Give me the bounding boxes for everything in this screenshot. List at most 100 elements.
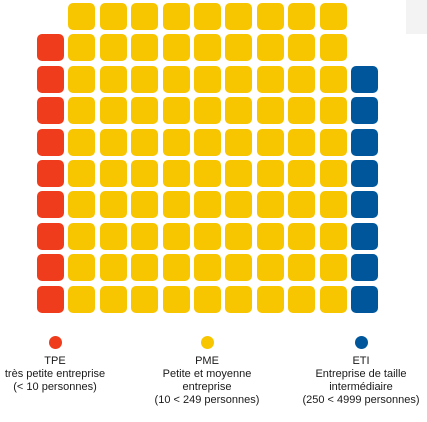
cell-pme xyxy=(288,254,316,282)
cell-tpe xyxy=(37,128,64,156)
legend-pme: PME Petite et moyenne entreprise (10 < 2… xyxy=(144,336,270,407)
pme-description: Petite et moyenne entreprise (10 < 249 p… xyxy=(154,368,260,406)
cell-pme xyxy=(225,191,253,219)
pme-dot xyxy=(200,336,214,349)
cell-pme xyxy=(162,97,190,125)
cell-pme xyxy=(288,160,316,187)
cell-pme xyxy=(319,3,347,30)
cell-pme xyxy=(131,3,159,30)
cell-eti xyxy=(351,97,378,125)
cell-pme xyxy=(288,34,316,62)
cell-pme xyxy=(162,3,190,30)
cell-pme xyxy=(319,222,347,250)
cell-tpe xyxy=(37,160,64,187)
cell-eti xyxy=(351,191,378,219)
cell-tpe xyxy=(37,97,64,125)
cell-pme xyxy=(68,3,96,30)
cell-pme xyxy=(319,160,347,187)
cell-pme xyxy=(225,285,253,313)
cell-pme xyxy=(225,160,253,187)
cell-pme xyxy=(194,285,221,313)
cell-pme xyxy=(131,65,159,93)
cell-pme xyxy=(162,191,190,219)
cell-pme xyxy=(225,65,253,93)
cell-pme xyxy=(225,97,253,125)
tpe-description: très petite entreprise (< 10 personnes) xyxy=(4,368,106,393)
eti-dot xyxy=(354,336,368,349)
cell-tpe xyxy=(37,285,64,313)
cell-pme xyxy=(68,65,96,93)
cell-pme xyxy=(99,222,127,250)
cell-pme xyxy=(319,65,347,93)
cell-pme xyxy=(99,3,127,30)
waffle-grid xyxy=(37,3,378,313)
cell-pme xyxy=(319,97,347,125)
pme-abbr: PME xyxy=(195,355,219,367)
cell-pme xyxy=(131,191,159,219)
cell-pme xyxy=(288,222,316,250)
cell-pme xyxy=(99,34,127,62)
cell-pme xyxy=(68,160,96,187)
cell-pme xyxy=(131,254,159,282)
cell-pme xyxy=(319,191,347,219)
cell-pme xyxy=(194,191,221,219)
cell-tpe xyxy=(37,191,64,219)
cell-pme xyxy=(256,254,284,282)
cell-pme xyxy=(225,128,253,156)
cell-pme xyxy=(256,222,284,250)
cell-pme xyxy=(99,191,127,219)
cell-pme xyxy=(194,128,221,156)
cell-pme xyxy=(288,97,316,125)
cell-pme xyxy=(68,128,96,156)
cell-tpe xyxy=(37,222,64,250)
cell-pme xyxy=(319,254,347,282)
cell-pme xyxy=(68,191,96,219)
cell-pme xyxy=(131,97,159,125)
cell-pme xyxy=(194,160,221,187)
tpe-dot xyxy=(48,336,62,349)
cell-pme xyxy=(256,160,284,187)
cell-pme xyxy=(131,128,159,156)
cell-pme xyxy=(225,254,253,282)
tpe-abbr: TPE xyxy=(44,355,66,367)
cell-pme xyxy=(288,285,316,313)
cell-pme xyxy=(288,128,316,156)
cell-pme xyxy=(68,285,96,313)
cell-pme xyxy=(131,34,159,62)
legend-eti: ETI Entreprise de taille intermédiaire (… xyxy=(295,336,427,407)
legend-tpe: TPE très petite entreprise (< 10 personn… xyxy=(0,336,110,394)
cell-pme xyxy=(319,285,347,313)
cell-pme xyxy=(68,97,96,125)
cell-pme xyxy=(131,222,159,250)
cell-pme xyxy=(131,285,159,313)
cell-pme xyxy=(194,222,221,250)
cell-tpe xyxy=(37,254,64,282)
cell-pme xyxy=(99,160,127,187)
cell-pme xyxy=(194,34,221,62)
cell-pme xyxy=(256,191,284,219)
cell-eti xyxy=(351,160,378,187)
cell-eti xyxy=(351,65,378,93)
cell-pme xyxy=(131,160,159,187)
cell-pme xyxy=(256,97,284,125)
eti-abbr: ETI xyxy=(352,355,370,367)
edge-strip xyxy=(406,0,427,34)
cell-pme xyxy=(256,3,284,30)
cell-eti xyxy=(351,222,378,250)
cell-pme xyxy=(256,128,284,156)
cell-pme xyxy=(99,128,127,156)
cell-pme xyxy=(194,97,221,125)
cell-pme xyxy=(194,254,221,282)
cell-pme xyxy=(162,34,190,62)
cell-pme xyxy=(194,3,221,30)
cell-pme xyxy=(99,254,127,282)
eti-description: Entreprise de taille intermédiaire (250 … xyxy=(302,368,420,406)
cell-pme xyxy=(225,222,253,250)
cell-pme xyxy=(99,285,127,313)
cell-pme xyxy=(319,128,347,156)
cell-pme xyxy=(68,222,96,250)
cell-pme xyxy=(162,285,190,313)
cell-tpe xyxy=(37,65,64,93)
cell-pme xyxy=(288,191,316,219)
cell-pme xyxy=(256,65,284,93)
